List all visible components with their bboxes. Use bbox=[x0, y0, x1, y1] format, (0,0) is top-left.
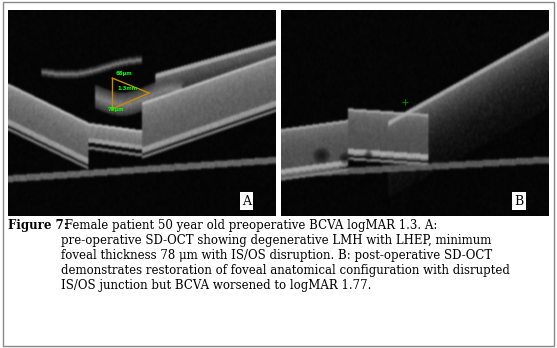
Text: 78μm: 78μm bbox=[108, 107, 124, 112]
Text: 1.3mm: 1.3mm bbox=[117, 86, 137, 91]
Text: Figure 7:: Figure 7: bbox=[8, 219, 69, 232]
Text: Female patient 50 year old preoperative BCVA logMAR 1.3. A:
pre-operative SD-OCT: Female patient 50 year old preoperative … bbox=[61, 219, 510, 292]
Text: 68μm: 68μm bbox=[116, 71, 133, 76]
Text: B: B bbox=[515, 195, 524, 207]
Text: A: A bbox=[242, 195, 251, 207]
